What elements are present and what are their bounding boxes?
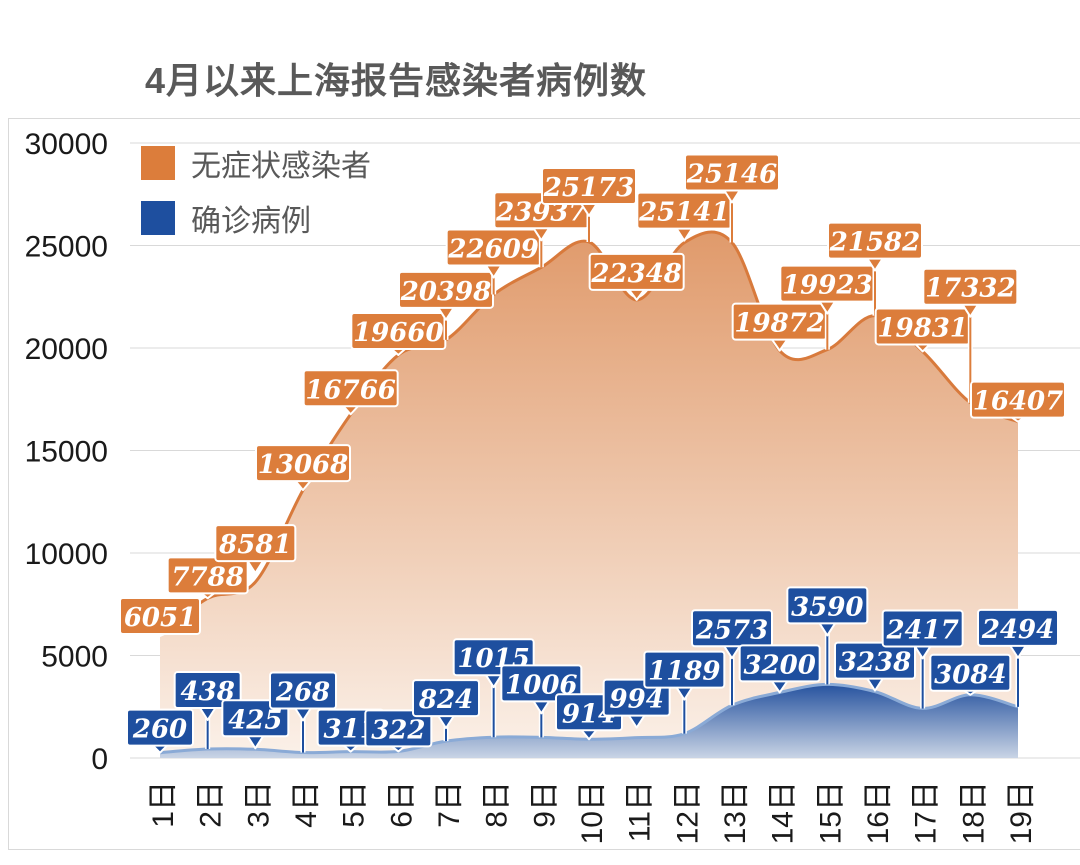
data-label-box (119, 596, 201, 635)
data-label-value: 19660 (353, 318, 443, 348)
x-axis-tick-label: 13日 (719, 781, 752, 844)
data-label-value: 3200 (743, 650, 815, 680)
x-axis-tick-label: 5日 (338, 781, 371, 828)
data-label-value: 17332 (925, 274, 1015, 304)
x-axis-tick-label: 3日 (242, 781, 275, 828)
data-label-box (302, 369, 399, 408)
data-label-value: 7788 (171, 562, 243, 592)
data-label-box (126, 708, 194, 747)
data-label-box (269, 671, 337, 710)
data-label-box (412, 679, 480, 718)
data-label-box (166, 556, 249, 595)
x-axis-tick-label: 18日 (957, 781, 990, 844)
data-label-box (977, 608, 1059, 647)
data-label-box (500, 664, 583, 703)
legend-swatch-asymptomatic-icon (141, 146, 175, 180)
data-label-value: 21582 (829, 228, 920, 258)
legend-label-asymptomatic: 无症状感染者 (191, 150, 371, 183)
data-label-box (922, 267, 1019, 306)
data-label-box (929, 653, 1012, 692)
area-asymptomatic (160, 231, 1018, 758)
area-confirmed (160, 684, 1018, 758)
data-label-value: 268 (275, 678, 330, 708)
data-label-box (881, 609, 964, 648)
x-axis-tick-label: 9日 (528, 781, 561, 828)
x-axis-tick-label: 14日 (767, 781, 800, 844)
legend-item-asymptomatic: 无症状感染者 (141, 141, 371, 185)
x-axis-tick-label: 15日 (814, 781, 847, 844)
data-label-box (970, 380, 1066, 419)
x-axis-tick-label: 7日 (433, 781, 466, 828)
data-label-value: 19923 (782, 271, 872, 301)
data-label-value: 2494 (981, 615, 1054, 645)
data-label-value: 19831 (877, 313, 967, 343)
data-label-box (588, 252, 685, 291)
y-axis-tick-label: 10000 (25, 538, 108, 571)
data-label-value: 25173 (543, 173, 634, 203)
x-axis-tick-label: 11日 (624, 781, 657, 842)
y-axis-tick-label: 25000 (25, 231, 108, 264)
x-axis-tick-label: 19日 (1005, 781, 1038, 844)
data-label-value: 2573 (695, 615, 768, 645)
data-label-value: 2417 (885, 615, 958, 645)
data-label-value: 16407 (973, 387, 1063, 417)
data-label-value: 6051 (124, 603, 196, 633)
data-label-value: 3590 (791, 592, 863, 622)
data-label-box (173, 671, 242, 710)
x-axis-tick-label: 12日 (671, 781, 704, 844)
data-label-value: 16766 (305, 375, 395, 405)
x-axis-tick-label: 6日 (385, 781, 418, 828)
x-axis-tick-label: 8日 (481, 781, 514, 828)
legend-item-confirmed: 确诊病例 (141, 196, 371, 240)
data-label-value: 13068 (258, 450, 348, 480)
data-label-value: 260 (132, 715, 187, 745)
y-axis-tick-label: 30000 (25, 128, 108, 161)
data-label-box (834, 641, 916, 680)
chart-title: 4月以来上海报告感染者病例数 (145, 60, 648, 101)
legend-label-confirmed: 确诊病例 (191, 205, 311, 238)
data-label-value: 22348 (590, 259, 681, 289)
data-label-value: 3084 (934, 660, 1006, 690)
data-label-box (214, 524, 297, 563)
data-label-value: 3238 (839, 648, 911, 678)
data-label-value: 1189 (648, 657, 720, 687)
data-label-value: 25141 (638, 198, 729, 228)
data-label-box (255, 444, 351, 483)
x-axis-tick-label: 2日 (195, 781, 228, 828)
data-label-box (691, 609, 773, 648)
data-label-box (786, 586, 869, 625)
x-axis-tick-label: 17日 (910, 781, 943, 844)
plot-frame (8, 118, 1080, 850)
data-label-box (827, 221, 923, 260)
data-label-box (364, 709, 433, 748)
data-label-value: 8581 (218, 530, 291, 560)
y-axis-tick-label: 0 (91, 743, 108, 776)
legend: 无症状感染者 确诊病例 (141, 141, 371, 251)
y-axis-tick-label: 20000 (25, 333, 108, 366)
data-label-value: 25146 (686, 160, 777, 190)
data-label-value: 425 (228, 705, 282, 735)
x-axis-tick-label: 4日 (290, 781, 323, 828)
data-label-box (738, 644, 821, 683)
data-label-value: 22609 (447, 235, 538, 265)
data-label-box (643, 650, 726, 689)
data-label-value: 824 (418, 685, 473, 715)
x-axis-tick-label: 16日 (862, 781, 895, 844)
data-label-box (541, 166, 637, 205)
data-label-value: 322 (371, 715, 425, 745)
data-label-value: 20398 (400, 277, 491, 307)
data-label-value: 994 (610, 685, 664, 715)
x-axis-tick-label: 1日 (147, 781, 180, 828)
data-label-value: 19872 (734, 309, 824, 339)
y-axis-tick-label: 5000 (41, 641, 108, 674)
legend-swatch-confirmed-icon (141, 201, 175, 235)
y-axis-tick-label: 15000 (25, 436, 108, 469)
x-axis-tick-label: 10日 (576, 781, 609, 844)
data-label-box (684, 153, 780, 192)
